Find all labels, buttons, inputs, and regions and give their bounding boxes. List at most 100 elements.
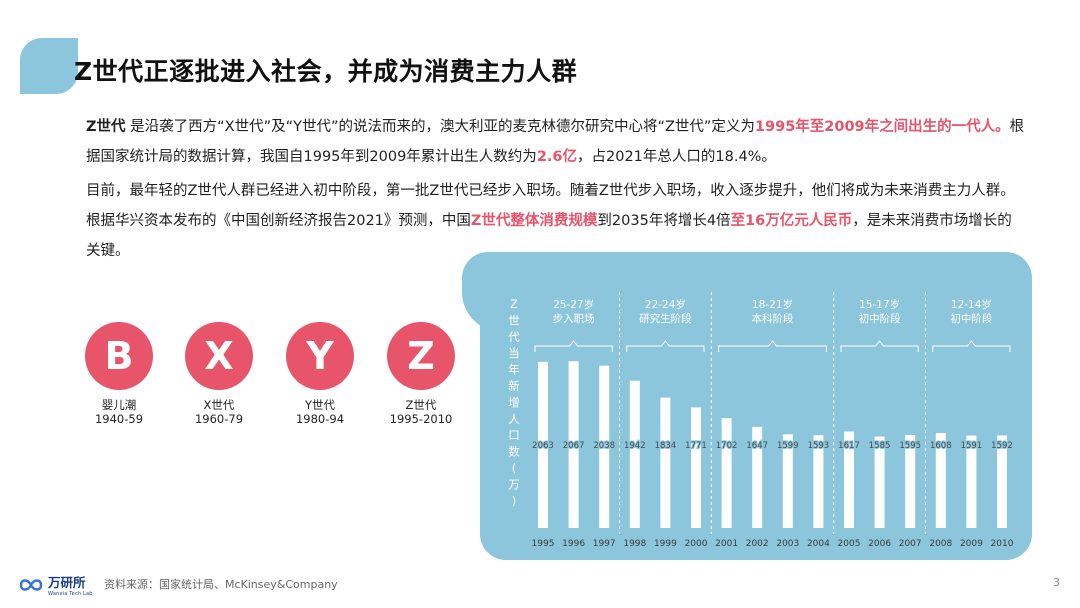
data-label-1999: 1834 [655,441,677,451]
group-age-label-4: 12-14岁 [951,298,992,311]
group-age-label-1: 22-24岁 [645,298,686,311]
group-stage-label-0: 步入职场 [553,312,595,325]
x-tick-2009: 2009 [960,539,983,549]
para1-text-c: ，占2021年总人口的18.4%。 [577,149,776,165]
bar-2005 [844,431,854,528]
page-number: 3 [1053,576,1060,589]
group-age-label-0: 25-27岁 [553,298,594,311]
data-label-2010: 1592 [991,441,1013,451]
page-title: Z世代正逐批进入社会，并成为消费主力人群 [74,57,578,86]
x-tick-2002: 2002 [746,539,769,549]
para2-text-a: 目前，最年轻的Z世代人群已经进入初中阶段，第一批Z世代已经步入职场。随着Z世代步… [86,183,1015,229]
group-age-label-2: 18-21岁 [752,298,793,311]
z-gen-term: Z世代 [86,119,126,135]
x-tick-2007: 2007 [899,539,922,549]
data-label-1997: 2038 [593,441,615,451]
title-accent-shape [20,38,78,94]
bar-2003 [782,434,793,528]
bar-2002 [752,426,763,528]
group-stage-label-1: 研究生阶段 [639,312,692,325]
bar-2000 [691,407,701,528]
para2-text-b: 到2035年将增长4倍 [597,213,731,229]
gen-name-b: 婴儿潮 [101,398,137,412]
data-label-2002: 1647 [746,441,768,451]
para1-text-b: 根据国家统计局的数据计算，我国自1995年到2009年累计出生人数约为 [86,119,1025,165]
gen-years-x: 1960-79 [194,412,244,426]
source-note: 资料来源：国家统计局、McKinsey&Company [104,578,338,591]
x-tick-1995: 1995 [532,539,555,549]
bar-2009 [966,435,977,528]
group-bracket-1 [626,340,705,352]
group-bracket-0 [534,340,613,352]
bar-2007 [905,434,916,528]
bar-1999 [660,397,671,528]
data-label-2001: 1702 [716,441,738,451]
x-tick-2001: 2001 [715,539,738,549]
gen-label-b: 婴儿潮 1940-59 [64,398,174,426]
data-label-2005: 1617 [838,441,860,451]
gen-years-y: 1980-94 [295,412,345,426]
para1-highlight-a: 1995年至2009年之间出生的一代人。 [754,119,1010,135]
gen-years-b: 1940-59 [94,412,144,426]
group-stage-label-2: 本科阶段 [752,312,794,325]
gen-label-y: Y世代 1980-94 [265,398,375,426]
data-label-2007: 1595 [899,441,921,451]
gen-circle-x: X [185,322,253,390]
x-tick-1998: 1998 [623,539,646,549]
x-tick-2006: 2006 [868,539,891,549]
group-age-label-3: 15-17岁 [859,298,900,311]
x-tick-2010: 2010 [991,539,1014,549]
gen-name-z: Z世代 [405,398,437,412]
data-label-1998: 1942 [624,441,646,451]
gen-label-x: X世代 1960-79 [164,398,274,426]
gen-name-x: X世代 [203,398,235,412]
bar-2008 [935,432,946,528]
logo-infinity-icon [19,578,43,591]
bar-1997 [599,365,610,528]
group-stage-label-3: 初中阶段 [859,312,901,325]
x-tick-2008: 2008 [929,539,952,549]
x-tick-1999: 1999 [654,539,677,549]
group-bracket-3 [840,340,919,352]
bar-2010 [997,435,1007,528]
intro-paragraph: Z世代 是沿袭了西方“X世代”及“Y世代”的说法而来的，澳大利亚的麦克林德尔研究… [86,112,1026,172]
footer-logo: 万研所 Wanxia Tech Lab [18,572,93,597]
x-tick-1997: 1997 [593,539,616,549]
group-stage-label-4: 初中阶段 [950,312,992,325]
data-label-2004: 1593 [808,441,830,451]
data-label-1995: 2063 [532,441,554,451]
para2-highlight-a: Z世代整体消费规模 [470,213,598,229]
gen-years-z: 1995-2010 [389,412,453,426]
bar-1998 [629,380,640,528]
gen-circle-b: B [85,322,153,390]
data-label-2009: 1591 [961,441,983,451]
gen-circle-z: Z [387,322,455,390]
data-label-2000: 1771 [685,441,707,451]
data-label-2003: 1599 [777,441,799,451]
bar-2006 [874,436,885,528]
x-tick-2003: 2003 [776,539,799,549]
bar-2001 [721,418,732,528]
x-tick-2004: 2004 [807,539,830,549]
x-tick-1996: 1996 [562,539,585,549]
para2-text-c: ，是未来消费市场增长的关键。 [86,213,1012,259]
data-label-2006: 1585 [869,441,891,451]
birth-bar-chart: Z 世代当年新增人口数(万) 2063 1995 2067 1996 2038 1997 194… [508,292,1014,549]
y-axis-label: Z 世代当年新增人口数(万) [508,297,520,508]
data-label-2008: 1608 [930,441,952,451]
para2-highlight-b: 至16万亿元人民币 [730,213,853,229]
data-label-1996: 2067 [563,441,585,451]
x-tick-2000: 2000 [685,539,708,549]
bar-1996 [568,361,579,528]
gen-label-z: Z世代 1995-2010 [366,398,476,426]
x-tick-2005: 2005 [838,539,861,549]
group-bracket-2 [718,340,827,352]
gen-name-y: Y世代 [304,398,336,412]
bar-1995 [538,361,548,528]
bar-2004 [813,435,824,528]
logo-subtext: Wanxia Tech Lab [48,591,93,597]
group-bracket-4 [932,340,1011,352]
para1-highlight-b: 2.6亿 [536,149,577,165]
gen-circle-y: Y [286,322,354,390]
